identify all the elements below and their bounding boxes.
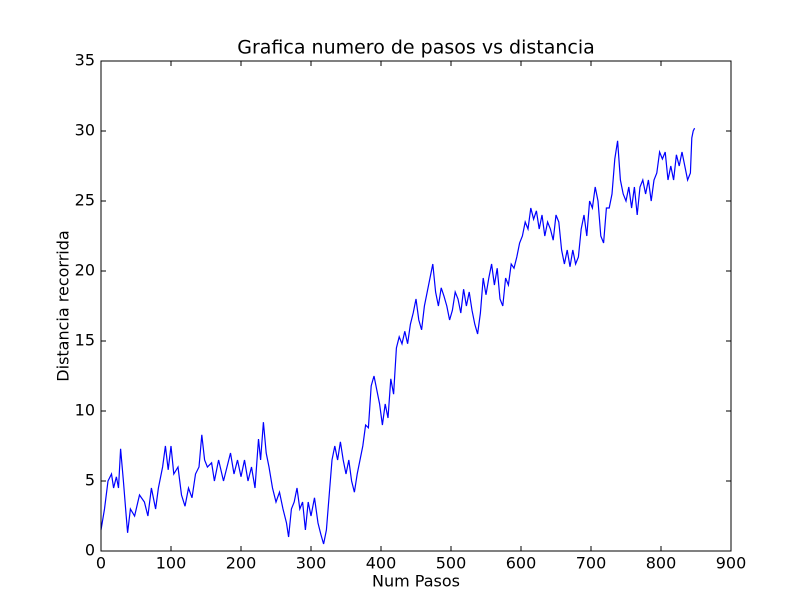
x-tick-label: 700 [576,554,607,573]
y-tick-label: 15 [75,331,95,350]
x-tick-label: 800 [646,554,677,573]
y-tick-label: 35 [75,51,95,70]
y-tick-label: 20 [75,261,95,280]
chart-title: Grafica numero de pasos vs distancia [237,37,595,59]
x-tick-label: 400 [366,554,397,573]
x-axis-label: Num Pasos [372,572,460,591]
x-tick-label: 500 [436,554,467,573]
y-axis-label: Distancia recorrida [54,230,73,381]
x-tick-label: 100 [156,554,187,573]
x-tick-label: 200 [226,554,257,573]
y-tick-label: 0 [85,541,95,560]
x-tick-label: 0 [96,554,106,573]
x-tick-label: 300 [296,554,327,573]
y-tick-label: 5 [85,471,95,490]
plot-frame [100,60,732,552]
y-tick-label: 10 [75,401,95,420]
y-tick-label: 30 [75,121,95,140]
x-tick-label: 900 [716,554,747,573]
y-tick-label: 25 [75,191,95,210]
x-tick-label: 600 [506,554,537,573]
data-line [100,127,696,545]
